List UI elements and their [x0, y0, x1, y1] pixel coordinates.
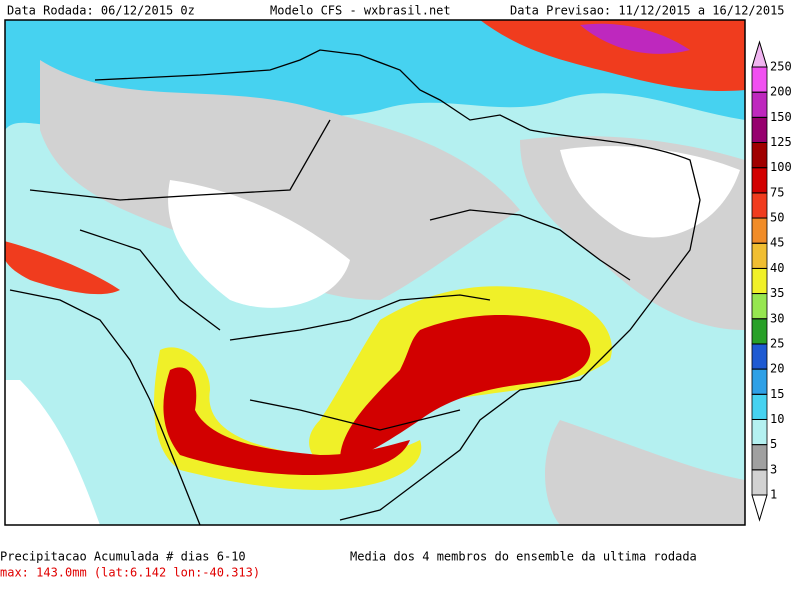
colorbar-segment	[751, 444, 768, 471]
colorbar-segment	[751, 66, 768, 93]
colorbar-label: 100	[770, 160, 792, 174]
colorbar-segment	[751, 91, 768, 118]
colorbar-segment	[751, 116, 768, 143]
colorbar-label: 10	[770, 412, 784, 426]
colorbar-under	[751, 494, 768, 522]
colorbar-label: 30	[770, 311, 784, 325]
footer-title: Precipitacao Acumulada # dias 6-10	[0, 550, 246, 564]
colorbar-label: 5	[770, 437, 777, 451]
colorbar-label: 15	[770, 387, 784, 401]
colorbar-segment	[751, 469, 768, 496]
footer-max: max: 143.0mm (lat:6.142 lon:-40.313)	[0, 566, 260, 580]
colorbar-segment	[751, 167, 768, 194]
colorbar-segment	[751, 142, 768, 169]
header-left: Data Rodada: 06/12/2015 0z	[7, 4, 195, 18]
colorbar-label: 20	[770, 362, 784, 376]
colorbar-label: 1	[770, 488, 777, 502]
colorbar-label: 3	[770, 462, 777, 476]
precipitation-map	[4, 19, 746, 526]
colorbar-segment	[751, 368, 768, 395]
colorbar-label: 25	[770, 336, 784, 350]
colorbar-segment	[751, 217, 768, 244]
colorbar-label: 125	[770, 135, 792, 149]
colorbar-label: 35	[770, 286, 784, 300]
colorbar-label: 40	[770, 261, 784, 275]
colorbar-segment	[751, 293, 768, 320]
colorbar-segment	[751, 242, 768, 269]
colorbar-over	[751, 40, 768, 68]
colorbar-segment	[751, 268, 768, 294]
colorbar-segment	[751, 393, 768, 420]
colorbar-label: 250	[770, 60, 792, 74]
header-center: Modelo CFS - wxbrasil.net	[270, 4, 451, 18]
colorbar-label: 75	[770, 185, 784, 199]
colorbar-label: 45	[770, 236, 784, 250]
footer-subtitle: Media dos 4 membros do ensemble da ultim…	[350, 550, 697, 564]
colorbar-segment	[751, 419, 768, 446]
header-right: Data Previsao: 11/12/2015 a 16/12/2015	[510, 4, 785, 18]
colorbar-label: 150	[770, 110, 792, 124]
colorbar-segment	[751, 192, 768, 219]
colorbar-segment	[751, 318, 768, 345]
colorbar-segment	[751, 343, 768, 370]
colorbar-label: 50	[770, 211, 784, 225]
colorbar-label: 200	[770, 85, 792, 99]
